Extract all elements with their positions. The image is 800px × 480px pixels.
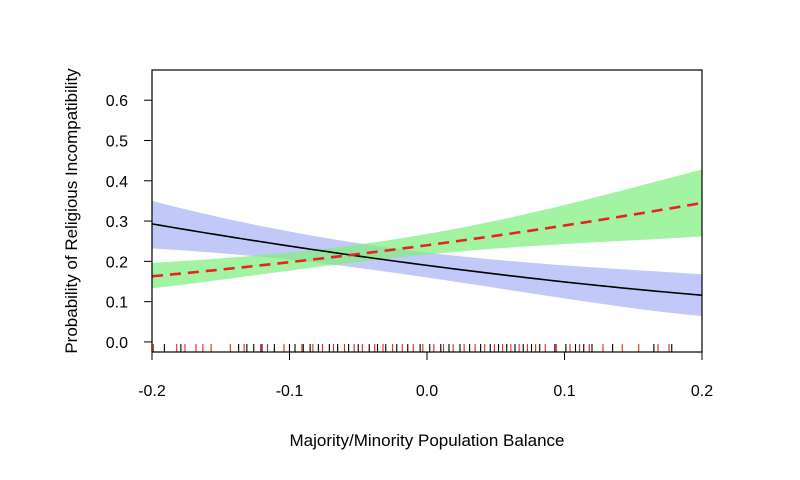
y-tick-label: 0.1 — [106, 295, 128, 312]
x-axis: -0.2 -0.1 0.0 0.1 0.2 — [138, 351, 713, 400]
x-tick-label: -0.2 — [138, 383, 166, 400]
x-tick-label: 0.0 — [416, 383, 438, 400]
y-tick-label: 0.0 — [106, 335, 128, 352]
y-tick-label: 0.3 — [106, 214, 128, 231]
y-tick-label: 0.5 — [106, 134, 128, 151]
x-axis-label: Majority/Minority Population Balance — [290, 431, 565, 450]
prediction-lines — [151, 201, 703, 296]
y-axis-label: Probability of Religious Incompatibility — [62, 68, 81, 354]
rug-marks — [152, 344, 673, 352]
confidence-bands — [152, 169, 702, 317]
confidence-band-1 — [152, 200, 702, 317]
y-tick-label: 0.4 — [106, 174, 128, 191]
x-tick-label: -0.1 — [276, 383, 304, 400]
confidence-band-2 — [152, 169, 702, 289]
y-tick-label: 0.6 — [106, 93, 128, 110]
y-axis: 0.0 0.1 0.2 0.3 0.4 0.5 0.6 — [106, 93, 153, 352]
series-line-1 — [151, 223, 703, 296]
y-tick-label: 0.2 — [106, 254, 128, 271]
x-tick-label: 0.2 — [691, 383, 713, 400]
x-tick-label: 0.1 — [553, 383, 575, 400]
series-line-2 — [151, 201, 703, 278]
